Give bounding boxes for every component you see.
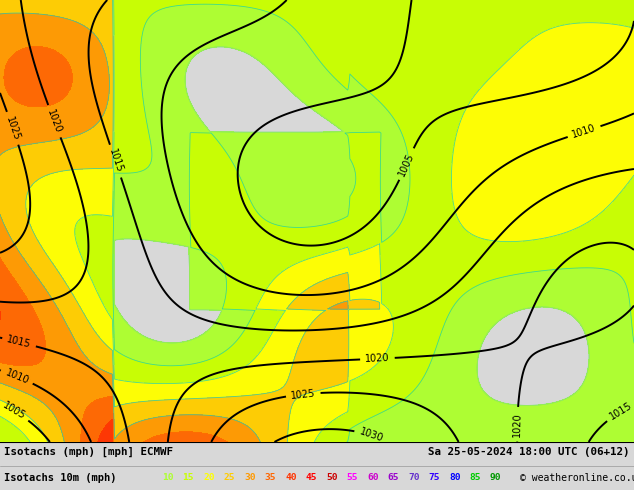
Text: 1020: 1020 xyxy=(365,353,390,364)
Text: 90: 90 xyxy=(490,473,501,483)
Text: 20: 20 xyxy=(203,473,214,483)
Text: 1015: 1015 xyxy=(608,400,634,422)
Text: 30: 30 xyxy=(244,473,256,483)
Text: 80: 80 xyxy=(449,473,460,483)
Text: 55: 55 xyxy=(347,473,358,483)
Text: 70: 70 xyxy=(408,473,420,483)
Text: Isotachs (mph) [mph] ECMWF: Isotachs (mph) [mph] ECMWF xyxy=(4,447,173,457)
Text: 1005: 1005 xyxy=(1,400,27,421)
Text: 1010: 1010 xyxy=(571,123,597,140)
Text: 40: 40 xyxy=(285,473,297,483)
Text: 1015: 1015 xyxy=(6,334,32,350)
Text: 60: 60 xyxy=(367,473,378,483)
Text: 85: 85 xyxy=(470,473,481,483)
Text: Isotachs 10m (mph): Isotachs 10m (mph) xyxy=(4,473,117,483)
Text: 15: 15 xyxy=(183,473,194,483)
Text: 45: 45 xyxy=(306,473,317,483)
Text: 1010: 1010 xyxy=(4,368,30,386)
Text: 35: 35 xyxy=(264,473,276,483)
Text: 1020: 1020 xyxy=(512,412,522,437)
Text: Sa 25-05-2024 18:00 UTC (06+12): Sa 25-05-2024 18:00 UTC (06+12) xyxy=(429,447,630,457)
Text: 10: 10 xyxy=(162,473,174,483)
Text: 1015: 1015 xyxy=(107,148,124,174)
Text: 50: 50 xyxy=(326,473,337,483)
Text: 25: 25 xyxy=(224,473,235,483)
Text: 75: 75 xyxy=(429,473,440,483)
Text: © weatheronline.co.uk: © weatheronline.co.uk xyxy=(520,473,634,483)
Text: 65: 65 xyxy=(387,473,399,483)
Text: 1020: 1020 xyxy=(45,108,63,134)
Text: 1030: 1030 xyxy=(358,427,384,444)
Text: 1025: 1025 xyxy=(4,115,22,142)
Text: 1005: 1005 xyxy=(397,151,416,177)
Text: 1025: 1025 xyxy=(290,388,316,400)
